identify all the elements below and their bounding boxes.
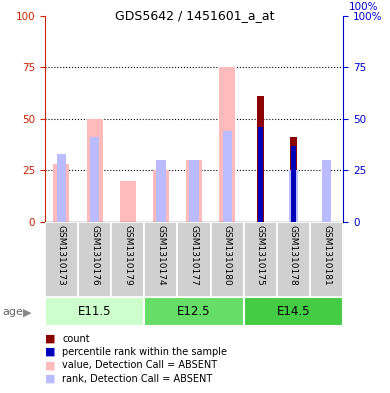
Bar (177, 222, 211, 297)
Text: GDS5642 / 1451601_a_at: GDS5642 / 1451601_a_at (115, 9, 275, 22)
Bar (190, 160, 199, 222)
Text: ■: ■ (45, 347, 55, 357)
Text: GSM1310179: GSM1310179 (123, 225, 132, 286)
Text: rank, Detection Call = ABSENT: rank, Detection Call = ABSENT (62, 374, 213, 384)
Text: GSM1310174: GSM1310174 (156, 225, 165, 286)
Text: E12.5: E12.5 (177, 305, 211, 318)
Bar (144, 298, 244, 326)
Text: age: age (2, 307, 23, 318)
Bar (290, 138, 297, 222)
Bar (223, 131, 232, 222)
Text: GSM1310177: GSM1310177 (190, 225, 199, 286)
Text: ▶: ▶ (23, 308, 31, 318)
Text: E14.5: E14.5 (277, 305, 310, 318)
Text: 100%: 100% (349, 2, 379, 12)
Text: ■: ■ (45, 334, 55, 344)
Bar (277, 222, 310, 297)
Text: GSM1310180: GSM1310180 (223, 225, 232, 286)
Bar (186, 160, 202, 222)
Text: GSM1310176: GSM1310176 (90, 225, 99, 286)
Text: count: count (62, 334, 90, 344)
Bar (90, 138, 99, 222)
Bar (144, 222, 177, 297)
Bar (244, 298, 343, 326)
Text: ■: ■ (45, 374, 55, 384)
Bar (78, 222, 111, 297)
Text: GSM1310181: GSM1310181 (322, 225, 331, 286)
Bar (322, 160, 331, 222)
Bar (291, 146, 296, 222)
Bar (310, 222, 343, 297)
Bar (244, 222, 277, 297)
Text: GSM1310178: GSM1310178 (289, 225, 298, 286)
Bar (45, 222, 78, 297)
Bar (257, 96, 264, 222)
Text: E11.5: E11.5 (78, 305, 111, 318)
Bar (57, 154, 66, 222)
Bar (219, 67, 235, 222)
Text: GSM1310173: GSM1310173 (57, 225, 66, 286)
Text: percentile rank within the sample: percentile rank within the sample (62, 347, 227, 357)
Bar (153, 171, 169, 222)
Bar (258, 127, 262, 222)
Bar (289, 171, 298, 222)
Bar (87, 119, 103, 222)
Bar (111, 222, 144, 297)
Bar (156, 160, 165, 222)
Bar (211, 222, 244, 297)
Text: value, Detection Call = ABSENT: value, Detection Call = ABSENT (62, 360, 218, 371)
Text: GSM1310175: GSM1310175 (256, 225, 265, 286)
Bar (45, 298, 144, 326)
Text: ■: ■ (45, 360, 55, 371)
Bar (120, 181, 136, 222)
Bar (53, 164, 69, 222)
